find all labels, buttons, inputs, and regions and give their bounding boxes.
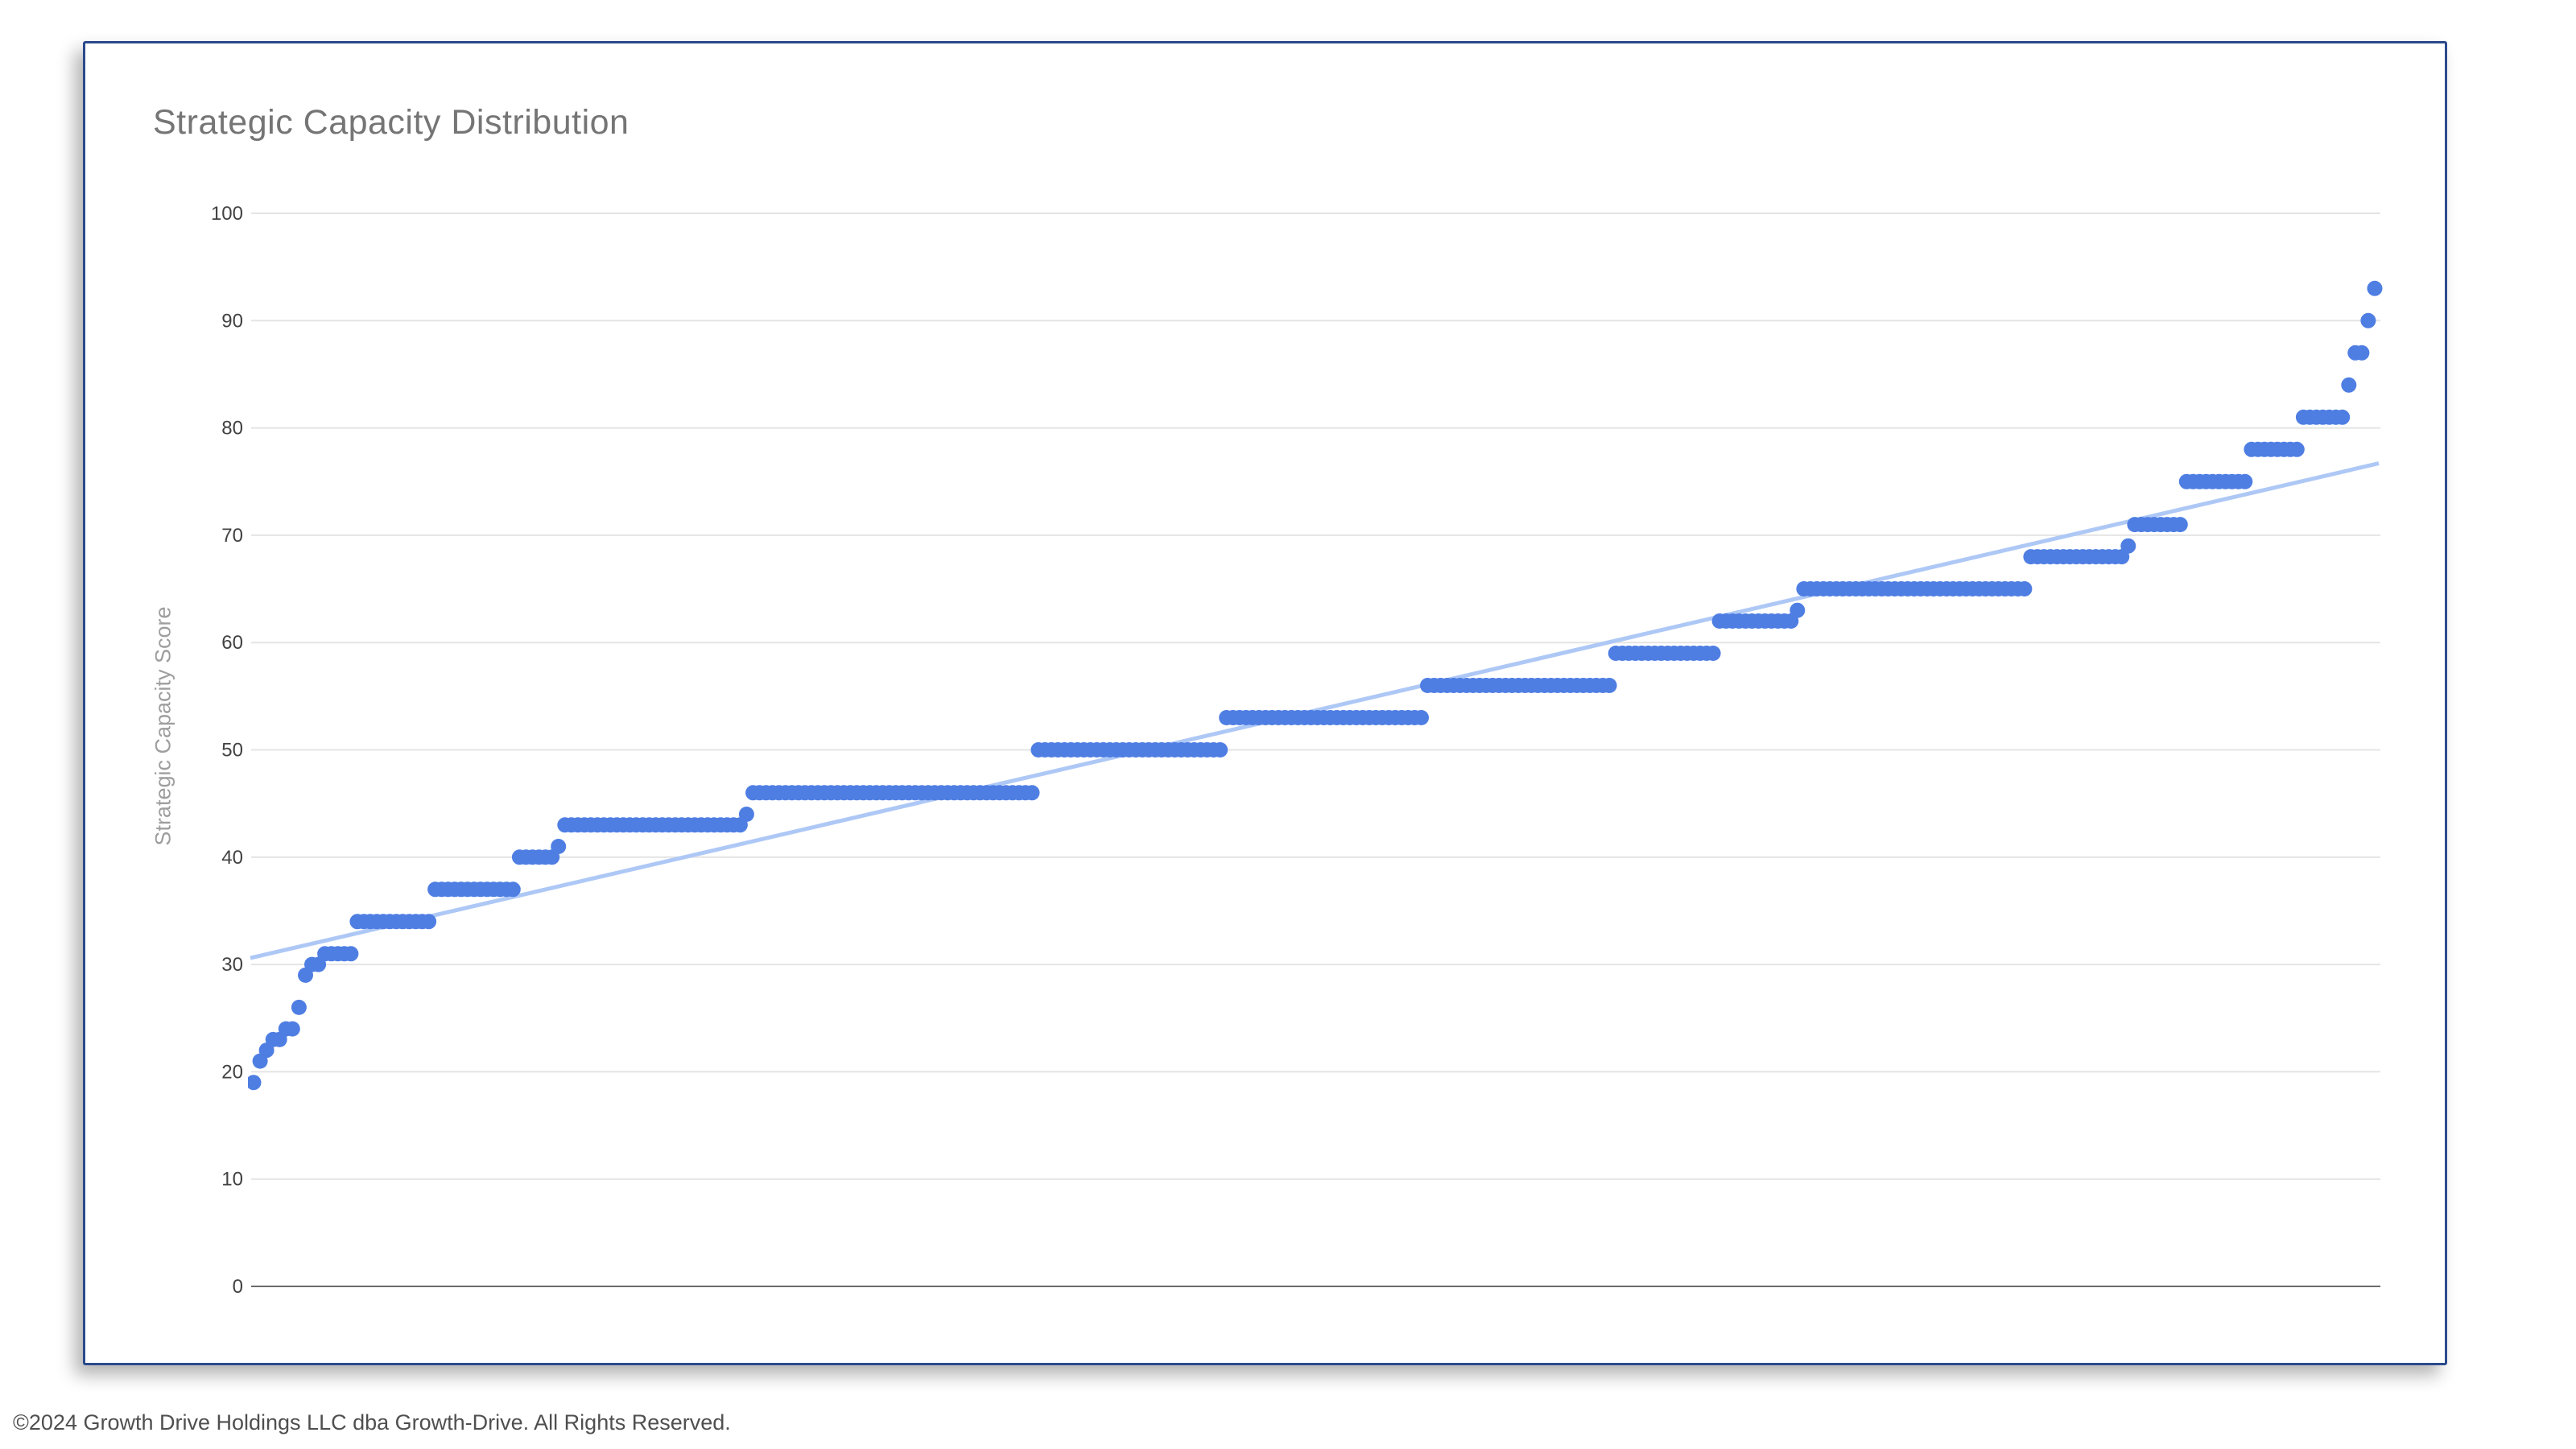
chart-title: Strategic Capacity Distribution (153, 103, 630, 142)
data-point (2237, 473, 2253, 489)
data-point (2354, 345, 2370, 361)
data-point (1212, 742, 1228, 758)
data-point (1024, 785, 1040, 801)
chart-card (83, 41, 2447, 1365)
data-point (291, 999, 307, 1015)
data-point (505, 881, 521, 898)
data-points (248, 280, 2383, 1091)
y-tick-label: 50 (221, 740, 243, 762)
y-tick-label: 100 (211, 203, 243, 225)
data-point (1414, 710, 1429, 725)
data-point (284, 1021, 300, 1037)
data-point (248, 1075, 262, 1091)
data-point (2360, 312, 2376, 328)
y-tick-label: 70 (221, 525, 243, 547)
data-point (421, 914, 437, 930)
data-point (2017, 581, 2033, 597)
y-tick-label: 80 (221, 418, 243, 440)
data-point (551, 839, 567, 854)
y-tick-label: 30 (221, 954, 243, 976)
y-axis-title: Strategic Capacity Score (151, 606, 175, 846)
data-point (343, 946, 359, 962)
data-point (2367, 280, 2383, 296)
data-point (738, 807, 754, 822)
y-tick-label: 60 (221, 632, 243, 654)
data-point (1705, 646, 1721, 661)
y-tick-label: 0 (233, 1276, 243, 1298)
data-point (2341, 377, 2357, 393)
y-tick-label: 40 (221, 847, 243, 869)
y-tick-label: 90 (221, 310, 243, 332)
footer-copyright: ©2024 Growth Drive Holdings LLC dba Grow… (13, 1410, 731, 1435)
data-point (2120, 538, 2136, 554)
data-point (1790, 602, 1806, 618)
data-point (2289, 441, 2305, 457)
data-point (2172, 517, 2188, 533)
y-tick-label: 10 (221, 1169, 243, 1191)
data-point (1601, 678, 1617, 693)
data-point (2334, 409, 2351, 425)
y-tick-label: 20 (221, 1061, 243, 1083)
